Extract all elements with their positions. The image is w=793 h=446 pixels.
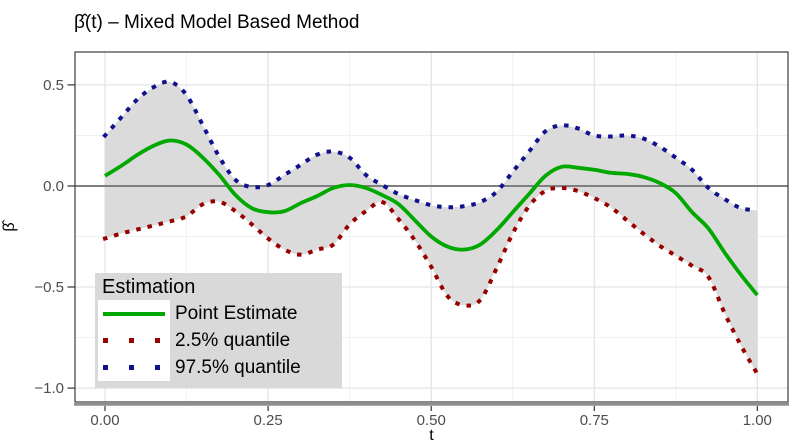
legend-item-label: 97.5% quantile: [175, 357, 301, 378]
legend-item-upper-quantile: 97.5% quantile: [95, 354, 342, 381]
x-tick-label: 1.00: [743, 412, 772, 429]
x-axis-title: t: [429, 427, 434, 444]
legend-item-point-estimate: Point Estimate: [95, 300, 342, 327]
y-tick-label: 0.5: [43, 77, 64, 94]
legend-item-lower-quantile: 2.5% quantile: [95, 327, 342, 354]
chart-title: β̂(t) – Mixed Model Based Method: [74, 12, 360, 33]
confidence-ribbon: [105, 81, 758, 374]
series-point-estimate: [103, 138, 759, 297]
legend: Estimation Point Estimate 2.5% quantile …: [95, 273, 342, 388]
legend-item-label: 2.5% quantile: [175, 330, 291, 351]
dotted-line-swatch-red: [103, 338, 165, 343]
legend-title: Estimation: [102, 276, 196, 298]
x-tick-label: 0.75: [580, 412, 609, 429]
legend-key-upper-quantile: [98, 354, 170, 381]
series-2-5-quantile: [102, 185, 761, 377]
legend-item-label: Point Estimate: [175, 303, 298, 324]
legend-key-point-estimate: [98, 300, 170, 327]
x-tick-label: 0.25: [253, 412, 282, 429]
panel-border: [74, 51, 789, 403]
y-tick-label: −0.5: [34, 279, 64, 296]
y-tick-label: −1.0: [34, 380, 64, 397]
y-axis-title: β̂: [1, 219, 18, 231]
y-tick-label: 0.0: [43, 178, 64, 195]
legend-key-lower-quantile: [98, 327, 170, 354]
x-tick-label: 0.50: [417, 412, 446, 429]
solid-line-swatch: [103, 311, 165, 316]
dotted-line-swatch-blue: [103, 365, 165, 370]
x-tick-label: 0.00: [90, 412, 119, 429]
